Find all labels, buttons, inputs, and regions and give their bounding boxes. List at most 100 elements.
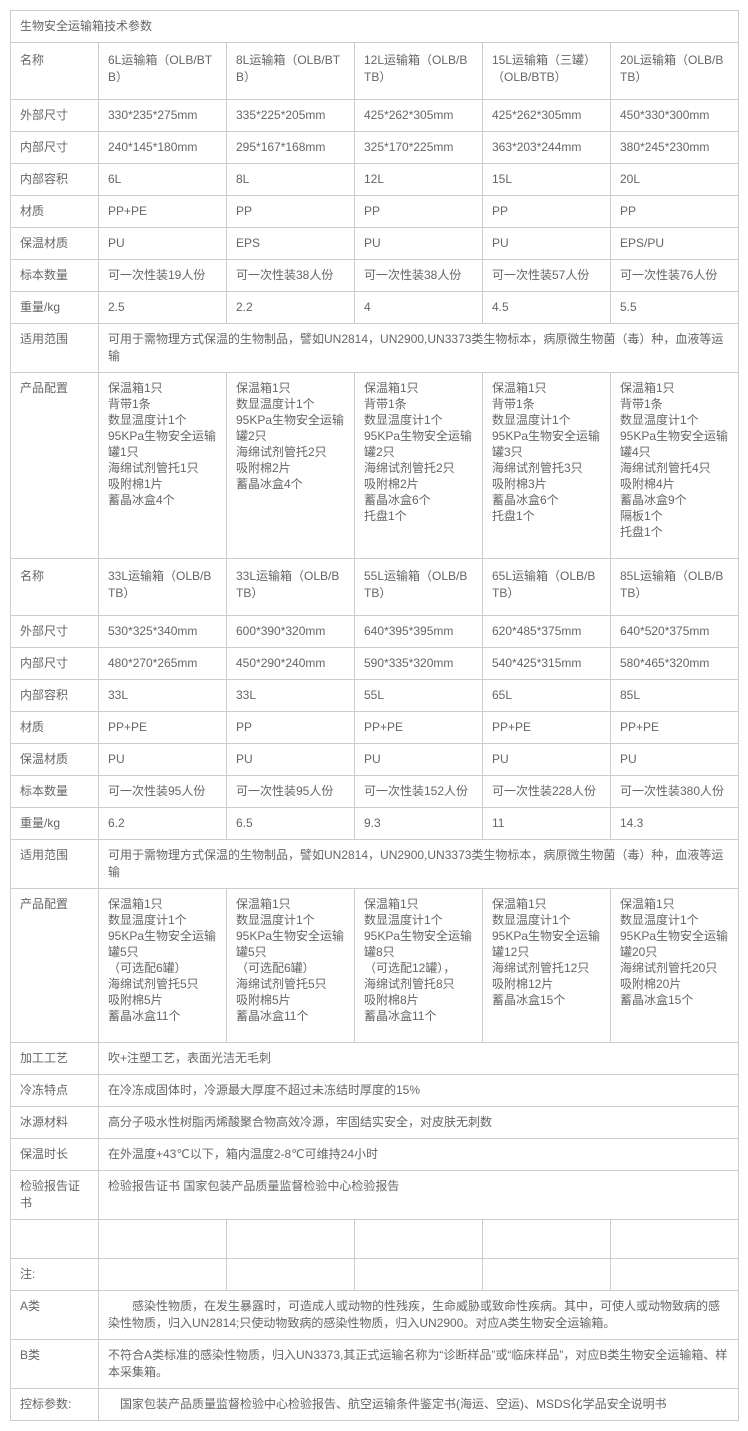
param-value-cell: 33L [98,679,227,712]
param-value-cell: 6L运输箱（OLB/BTB） [98,42,227,100]
config-cell: 保温箱1只 数显温度计1个 95KPa生物安全运输罐2只 海绵试剂管托2只 吸附棉2片蓄… [226,372,355,559]
table-row: 材质 PP+PE PP PP PP PP [10,195,740,228]
param-label: 名称 [10,42,99,100]
table-row: 适用范围 可用于需物理方式保温的生物制品，譬如UN2814，UN2900,UN33… [10,839,740,889]
spec-table: 生物安全运输箱技术参数 名称 6L运输箱（OLB/BTB） 8L运输箱（OLB/BTB… [9,10,740,1421]
table-row: 内部容积 33L 33L 55L 65L 85L [10,679,740,712]
config-line: 隔板1个 [620,509,663,523]
table-row: 控标参数: 国家包装产品质量监督检验中心检验报告、航空运输条件鉴定书(海运、空运… [10,1388,740,1421]
param-label: 产品配置 [10,888,99,1043]
param-label: 内部尺寸 [10,647,99,680]
param-value-cell: 335*225*205mm [226,99,355,132]
config-cell: 保温箱1只 数显温度计1个 95KPa生物安全运输罐12只 海绵试剂管托12只 吸附棉1… [482,888,611,1043]
param-value-cell: 55L运输箱（OLB/BTB） [354,558,483,616]
param-value-cell: 6L [98,163,227,196]
config-line: 保温箱1只 [364,381,419,395]
config-line: 数显温度计1个 [236,913,315,927]
config-cell: 保温箱1只 背带1条 数显温度计1个 95KPa生物安全运输罐2只 海绵试剂管托2只 吸附… [354,372,483,559]
table-row: 产品配置 保温箱1只 数显温度计1个 95KPa生物安全运输罐5只 （可选配6罐） 海绵试… [10,888,740,1043]
table-row: 标本数量 可一次性装95人份 可一次性装95人份 可一次性装152人份 可一次性装228… [10,775,740,808]
config-line: 95KPa生物安全运输罐12只 [492,929,601,959]
table-row: 加工工艺 吹+注塑工艺，表面光洁无毛刺 [10,1042,740,1075]
param-value-cell: 600*390*320mm [226,615,355,648]
config-line: 保温箱1只 [108,381,163,395]
table-row: 名称 33L运输箱（OLB/BTB） 33L运输箱（OLB/BTB） 55L运输箱（O… [10,558,740,616]
param-value-cell: 640*520*375mm [609,615,740,648]
table-row: 注: [10,1258,740,1291]
param-value-cell: 可一次性装380人份 [609,775,740,808]
param-label: A类 [10,1290,99,1340]
param-value-cell: 6.2 [98,807,227,840]
param-value-cell [226,1258,355,1291]
param-value-cell: 8L [226,163,355,196]
config-line: 海绵试剂管托5只 [108,977,199,991]
table-row: 外部尺寸 330*235*275mm 335*225*205mm 425*262*30… [10,99,740,132]
config-line: 吸附棉2片 [364,477,419,491]
table-row: 产品配置 保温箱1只 背带1条 数显温度计1个 95KPa生物安全运输罐1只 海绵试剂管托… [10,372,740,559]
config-line: 数显温度计1个 [620,413,699,427]
param-value-cell: PP [354,195,483,228]
param-value-cell: 20L运输箱（OLB/BTB） [609,42,740,100]
table-row: 重量/kg 2.5 2.2 4 4.5 5.5 [10,291,740,324]
config-line: 吸附棉3片 [492,477,547,491]
param-value-cell: 480*270*265mm [98,647,227,680]
param-label: 内部容积 [10,163,99,196]
table-row: 内部容积 6L 8L 12L 15L 20L [10,163,740,196]
config-line: 蓄晶冰盒15个 [620,993,694,1007]
param-value-cell: 65L运输箱（OLB/BTB） [482,558,611,616]
param-label: 内部尺寸 [10,131,99,164]
param-value-cell: 11 [482,807,611,840]
config-line: 数显温度计1个 [236,397,315,411]
param-value-cell: 425*262*305mm [354,99,483,132]
param-label: 适用范围 [10,323,99,373]
config-line: 托盘1个 [364,509,407,523]
config-line: 海绵试剂管托2只 [364,461,455,475]
table-row: 检验报告证书 检验报告证书 国家包装产品质量监督检验中心检验报告 [10,1170,740,1220]
param-value-span: 不符合A类标准的感染性物质，归入UN3373,其正式运输名称为“诊断样品”或“临… [97,1339,740,1389]
param-value-cell: 可一次性装95人份 [226,775,355,808]
param-value-span: 在外温度+43℃以下，箱内温度2-8℃可维持24小时 [97,1138,740,1171]
param-value-span: 国家包装产品质量监督检验中心检验报告、航空运输条件鉴定书(海运、空运)、MSDS… [97,1388,740,1421]
config-line: （可选配12罐）， [364,961,456,975]
param-value-cell: 12L [354,163,483,196]
config-line: 吸附棉5片 [236,993,291,1007]
param-value-cell: 380*245*230mm [609,131,740,164]
param-value-cell: 590*335*320mm [354,647,483,680]
param-label: 材质 [10,195,99,228]
param-value-span: 可用于需物理方式保温的生物制品，譬如UN2814，UN2900,UN3373类生… [97,323,740,373]
table-row: 生物安全运输箱技术参数 [9,10,740,43]
config-line: （可选配6罐） [236,961,315,975]
config-line: 蓄晶冰盒6个 [364,493,431,507]
config-line: 95KPa生物安全运输罐5只 [236,929,345,959]
config-line: 背带1条 [364,397,407,411]
config-line: 蓄晶冰盒4个 [236,477,303,491]
config-line: 数显温度计1个 [364,413,443,427]
param-value-cell: 33L运输箱（OLB/BTB） [98,558,227,616]
config-line: 保温箱1只 [492,381,547,395]
config-line: 95KPa生物安全运输罐3只 [492,429,601,459]
config-line: 保温箱1只 [108,897,163,911]
param-label: 冰源材料 [10,1106,99,1139]
config-line: 海绵试剂管托3只 [492,461,583,475]
config-line: 背带1条 [492,397,535,411]
param-value-cell: 450*290*240mm [226,647,355,680]
param-label: 标本数量 [10,259,99,292]
param-label [10,1219,99,1259]
param-value-cell: 可一次性装76人份 [609,259,740,292]
param-value-span: 在冷冻成固体时，冷源最大厚度不超过未冻结时厚度的15% [97,1074,740,1107]
param-value-cell: 540*425*315mm [482,647,611,680]
param-value-span: 高分子吸水性树脂丙烯酸聚合物高效冷源，牢固结实安全，对皮肤无刺数 [97,1106,740,1139]
config-line: 吸附棉12片 [492,977,554,991]
param-value-cell: 可一次性装38人份 [354,259,483,292]
param-value-cell: PP+PE [482,711,611,744]
table-row: 保温时长 在外温度+43℃以下，箱内温度2-8℃可维持24小时 [10,1138,740,1171]
param-value-cell: PP+PE [98,195,227,228]
param-label: 控标参数: [10,1388,99,1421]
config-cell: 保温箱1只 数显温度计1个 95KPa生物安全运输罐8只 （可选配12罐）， 海绵试剂管… [354,888,483,1043]
param-value-cell: PU [609,743,740,776]
param-value-cell: 640*395*395mm [354,615,483,648]
config-cell: 保温箱1只 数显温度计1个 95KPa生物安全运输罐5只 （可选配6罐） 海绵试剂管托5… [98,888,227,1043]
table-row [10,1219,740,1259]
config-line: 数显温度计1个 [492,413,571,427]
param-value-cell: PU [482,227,611,260]
